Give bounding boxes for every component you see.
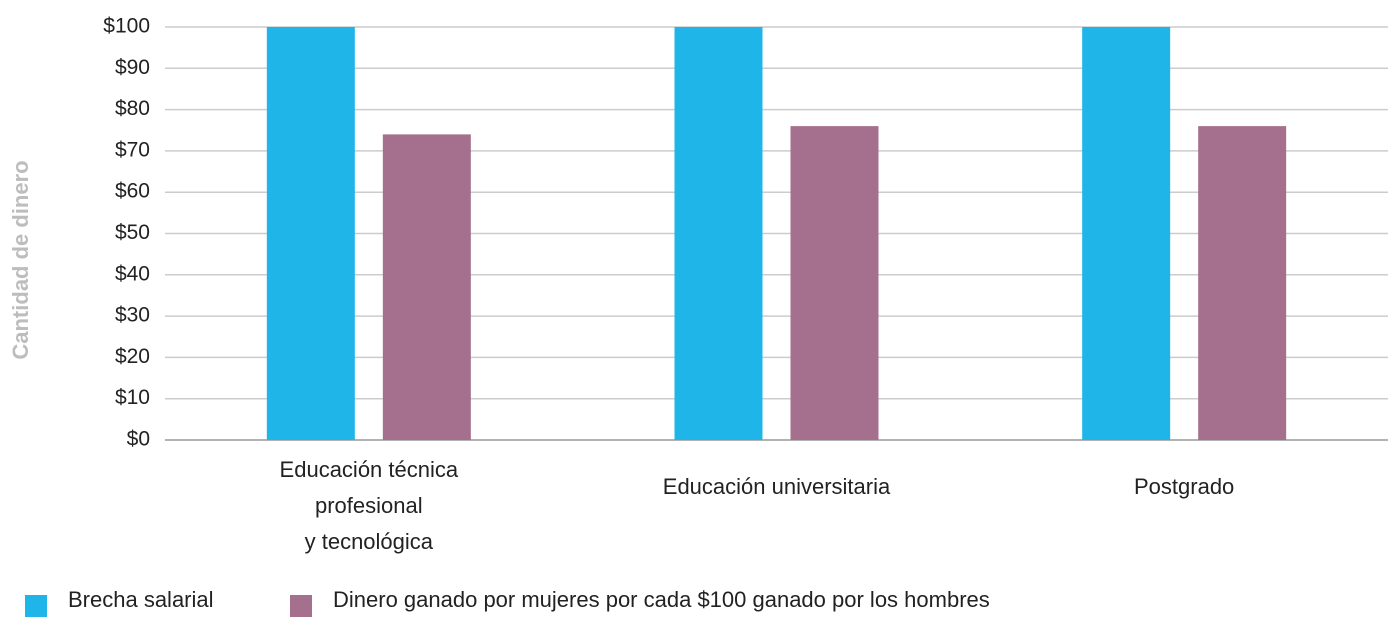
y-tick-label: $80 <box>115 97 150 120</box>
y-tick-label: $90 <box>115 56 150 79</box>
bar <box>1082 27 1171 440</box>
y-tick-label: $30 <box>115 304 150 327</box>
legend-label: Dinero ganado por mujeres por cada $100 … <box>333 587 990 612</box>
legend-swatch <box>25 595 47 617</box>
bar <box>674 27 763 440</box>
y-tick-label: $60 <box>115 180 150 203</box>
y-tick-label: $0 <box>127 428 150 451</box>
y-tick-label: $50 <box>115 221 150 244</box>
y-tick-label: $20 <box>115 345 150 368</box>
bar <box>790 126 879 441</box>
x-tick-label: Educación universitaria <box>662 474 891 499</box>
x-tick-label: Educación técnica profesional y tecnológ… <box>279 457 459 554</box>
y-axis-label: Cantidad de dinero <box>8 160 33 359</box>
legend-label: Brecha salarial <box>68 587 214 612</box>
bar <box>266 27 355 440</box>
x-tick-label: Postgrado <box>1134 474 1235 499</box>
legend-swatch <box>290 595 312 617</box>
y-tick-label: $40 <box>115 262 150 285</box>
y-tick-label: $10 <box>115 386 150 409</box>
y-tick-label: $100 <box>103 15 150 38</box>
bar <box>382 134 471 440</box>
bar <box>1198 126 1287 441</box>
y-tick-label: $70 <box>115 138 150 161</box>
